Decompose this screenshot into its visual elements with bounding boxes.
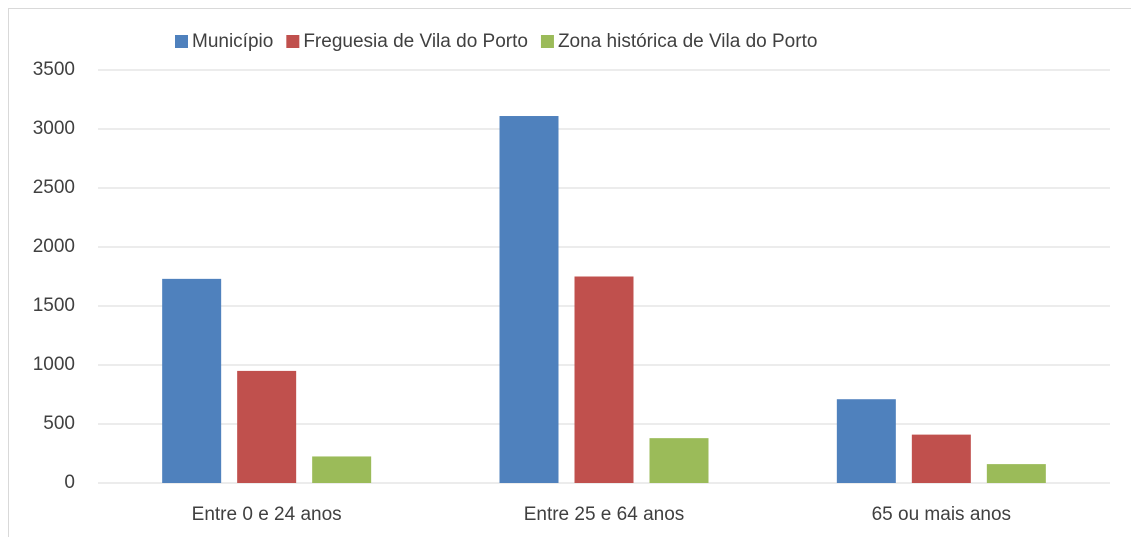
x-tick-label: Entre 0 e 24 anos — [192, 504, 342, 525]
legend-swatch — [286, 35, 300, 48]
bar — [237, 370, 297, 483]
y-tick-label: 2500 — [33, 177, 75, 198]
bar — [312, 456, 372, 483]
y-tick-label: 2000 — [33, 236, 75, 257]
bar — [162, 278, 222, 483]
bar — [574, 276, 634, 483]
legend-swatch — [175, 35, 188, 48]
bar — [836, 399, 896, 483]
chart-border — [8, 8, 1131, 537]
legend-swatch — [540, 35, 554, 48]
y-tick-label: 1500 — [33, 295, 75, 316]
bar — [649, 438, 709, 483]
y-tick-label: 3500 — [33, 59, 75, 80]
x-tick-label: Entre 25 e 64 anos — [524, 504, 685, 525]
legend-label: Zona histórica de Vila do Porto — [558, 31, 817, 52]
legend-label: Freguesia de Vila do Porto — [303, 31, 528, 52]
bar — [986, 464, 1046, 483]
bar — [499, 116, 559, 484]
y-tick-label: 0 — [64, 472, 75, 493]
y-tick-label: 500 — [43, 413, 75, 434]
legend-label: Município — [192, 31, 273, 52]
bar — [911, 434, 971, 483]
y-tick-label: 3000 — [33, 118, 75, 139]
x-tick-label: 65 ou mais anos — [872, 504, 1011, 525]
y-tick-label: 1000 — [33, 354, 75, 375]
